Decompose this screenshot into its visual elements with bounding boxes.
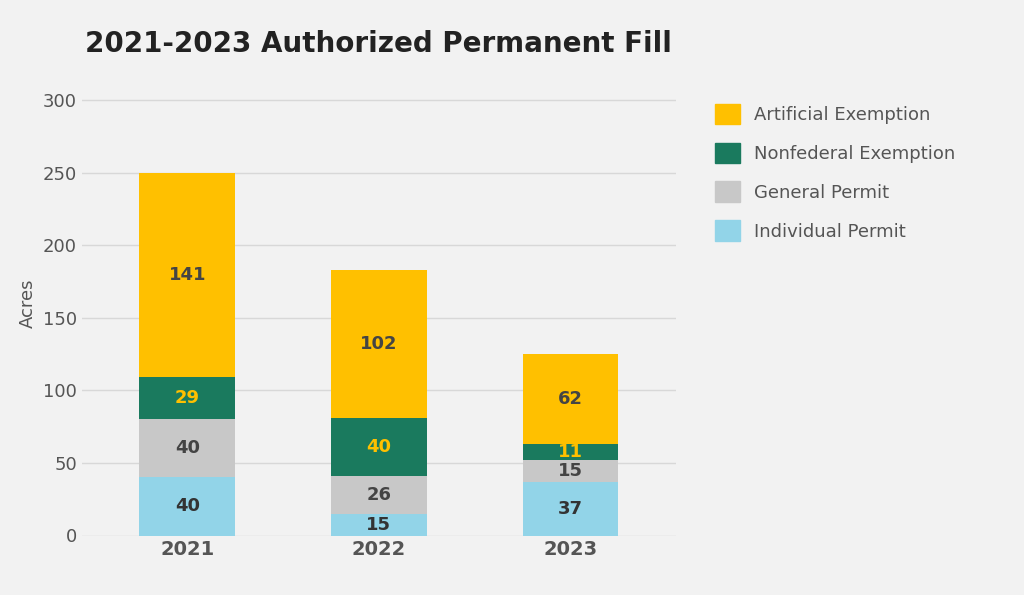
Text: 40: 40	[175, 497, 200, 515]
Text: 40: 40	[175, 440, 200, 458]
Text: 37: 37	[558, 500, 583, 518]
Bar	[139, 173, 236, 377]
Text: 40: 40	[367, 438, 391, 456]
Text: 2021-2023 Authorized Permanent Fill: 2021-2023 Authorized Permanent Fill	[85, 30, 673, 58]
Text: 62: 62	[558, 390, 583, 408]
Bar	[522, 354, 618, 444]
Legend: Artificial Exemption, Nonfederal Exemption, General Permit, Individual Permit: Artificial Exemption, Nonfederal Exempti…	[715, 104, 955, 241]
Y-axis label: Acres: Acres	[19, 278, 37, 328]
Bar	[139, 377, 236, 419]
Bar	[331, 418, 427, 476]
Bar	[522, 460, 618, 482]
Bar	[331, 513, 427, 536]
Bar	[331, 476, 427, 513]
Text: 26: 26	[367, 486, 391, 504]
Text: 102: 102	[360, 335, 397, 353]
Bar	[139, 419, 236, 477]
Bar	[139, 477, 236, 536]
Text: 141: 141	[169, 266, 206, 284]
Text: 15: 15	[558, 462, 583, 480]
Bar	[522, 444, 618, 460]
Bar	[331, 270, 427, 418]
Bar	[522, 482, 618, 536]
Text: 29: 29	[175, 390, 200, 408]
Text: 15: 15	[367, 516, 391, 534]
Text: 11: 11	[558, 443, 583, 461]
